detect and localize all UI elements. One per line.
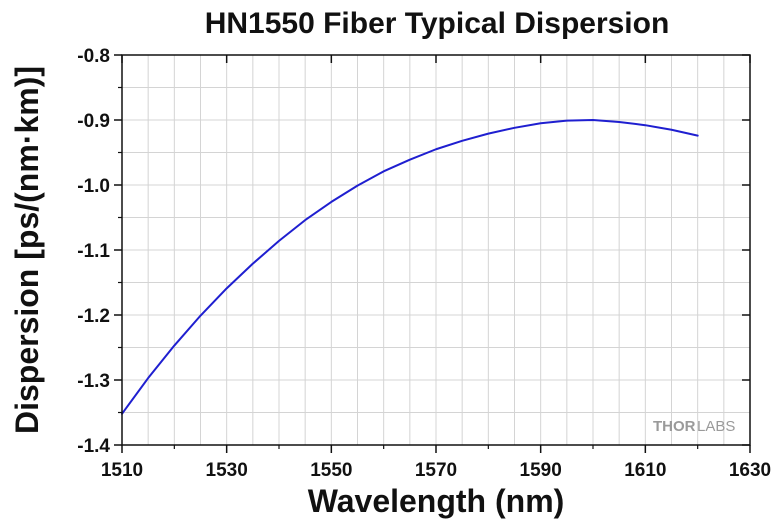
x-tick-label: 1570 xyxy=(415,460,457,481)
x-tick-label: 1550 xyxy=(310,460,352,481)
y-tick-label: -1.4 xyxy=(77,436,110,457)
watermark-thor: THOR xyxy=(653,418,696,435)
dispersion-curve xyxy=(121,119,699,415)
tick-labels: 1510 1530 1550 1570 1590 1610 1630 -0.8 -0.9 -1.0… xyxy=(77,46,771,481)
x-tick-label: 1630 xyxy=(729,460,771,481)
y-tick-label: -1.3 xyxy=(77,371,110,392)
series-group xyxy=(121,119,699,415)
x-tick-label: 1510 xyxy=(101,460,143,481)
plot-frame xyxy=(121,54,751,446)
chart-title: HN1550 Fiber Typical Dispersion xyxy=(205,7,670,40)
axis-ticks xyxy=(114,54,751,453)
watermark-labs: LABS xyxy=(697,418,735,435)
y-tick-label: -1.0 xyxy=(77,176,110,197)
x-axis-label: Wavelength (nm) xyxy=(308,483,565,519)
x-tick-label: 1530 xyxy=(206,460,248,481)
y-tick-label: -1.2 xyxy=(77,306,110,327)
y-tick-label: -1.1 xyxy=(77,241,110,262)
y-axis-label: Dispersion [ps/(nm·km)] xyxy=(9,66,45,434)
y-tick-label: -0.8 xyxy=(77,46,110,67)
grid-lines xyxy=(122,55,750,445)
y-tick-label: -0.9 xyxy=(77,111,110,132)
x-tick-label: 1590 xyxy=(520,460,562,481)
thorlabs-watermark: THOR LABS xyxy=(653,418,735,435)
x-tick-label: 1610 xyxy=(624,460,666,481)
